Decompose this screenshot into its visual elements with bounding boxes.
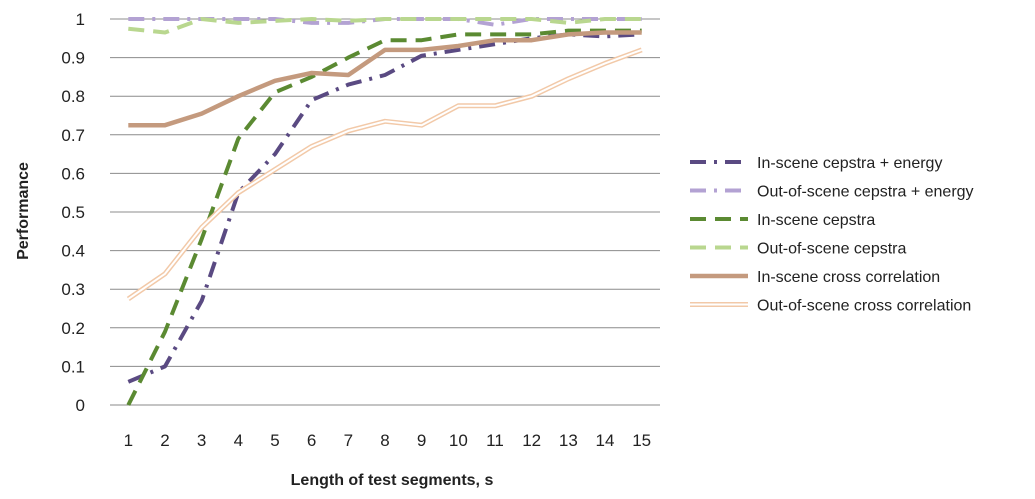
x-tick-label: 13	[559, 431, 578, 450]
x-tick-label: 11	[486, 431, 504, 450]
x-tick-label: 8	[380, 431, 389, 450]
y-tick-label: 0.4	[61, 242, 85, 261]
series-line-5	[126, 47, 643, 301]
y-tick-label: 0.6	[61, 164, 85, 183]
y-tick-label: 0.1	[61, 357, 85, 376]
series-line-3	[128, 17, 642, 35]
x-tick-label: 9	[417, 431, 426, 450]
y-axis-title: Performance	[15, 162, 32, 260]
x-tick-label: 3	[197, 431, 206, 450]
y-tick-label: 0.3	[61, 280, 85, 299]
series-line-2	[126, 28, 642, 406]
x-tick-label: 12	[522, 431, 541, 450]
y-tick-label: 0.5	[61, 203, 85, 222]
series-line-0	[127, 32, 642, 384]
series-line-5-inner	[127, 48, 643, 300]
y-tick-label: 0.7	[61, 126, 85, 145]
y-tick-label: 0.8	[61, 87, 85, 106]
legend-label: In-scene cross correlation	[757, 269, 940, 286]
x-axis-ticks: 1 2 3 4 5 6 7 8 9 10 11 12 13 14 15	[124, 431, 652, 450]
legend: In-scene cepstra + energy Out-of-scene ce…	[690, 155, 974, 315]
x-tick-label: 4	[234, 431, 243, 450]
x-axis-title: Length of test segments, s	[291, 472, 494, 489]
y-tick-label: 0.2	[61, 319, 85, 338]
series-lines	[126, 17, 643, 406]
y-tick-label: 0	[76, 396, 85, 415]
legend-label: In-scene cepstra	[757, 212, 875, 229]
x-tick-label: 5	[270, 431, 279, 450]
x-tick-label: 14	[596, 431, 615, 450]
legend-label: In-scene cepstra + energy	[757, 155, 942, 172]
legend-label: Out-of-scene cross correlation	[757, 298, 971, 315]
x-tick-label: 1	[124, 431, 133, 450]
legend-label: Out-of-scene cepstra + energy	[757, 184, 974, 201]
y-axis-ticks: 0 0.1 0.2 0.3 0.4 0.5 0.6 0.7 0.8 0.9 1	[61, 10, 85, 415]
y-tick-label: 0.9	[61, 49, 85, 68]
y-tick-label: 1	[76, 10, 85, 29]
series-line-4	[128, 30, 642, 128]
x-tick-label: 15	[632, 431, 651, 450]
x-tick-label: 6	[307, 431, 316, 450]
x-tick-label: 7	[344, 431, 353, 450]
x-tick-label: 10	[449, 431, 468, 450]
legend-label: Out-of-scene cepstra	[757, 241, 907, 258]
x-tick-label: 2	[160, 431, 169, 450]
